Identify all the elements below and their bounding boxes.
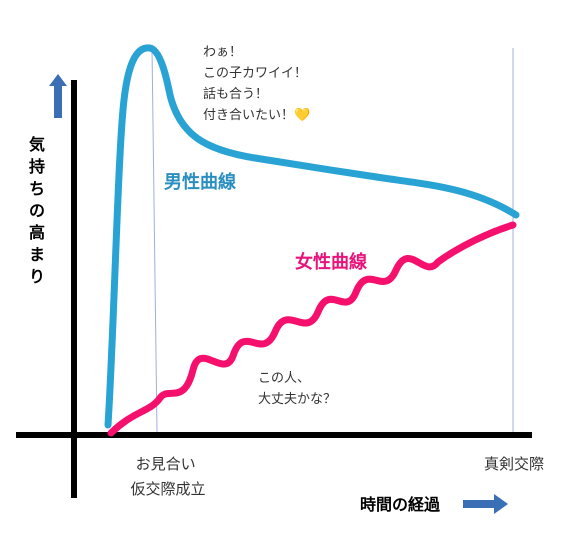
annotation-male-line4: 付き合いたい！💛 xyxy=(203,107,311,123)
y-axis-label-char: 持 xyxy=(29,157,45,176)
annotation-male: わぁ！ この子カワイイ！ 話も合う！ 付き合いたい！💛 xyxy=(203,45,311,123)
y-axis-arrow-icon xyxy=(49,74,67,118)
tick-label-start-line2: 仮交際成立 xyxy=(130,480,205,498)
tick-label-start: お見合い 仮交際成立 xyxy=(130,455,205,498)
annotation-female: この人、 大丈夫かな？ xyxy=(258,371,336,407)
y-axis-label-char: ま xyxy=(29,245,45,264)
guide-line-start xyxy=(151,47,158,433)
tick-label-start-line1: お見合い xyxy=(136,455,196,473)
annotation-male-line2: この子カワイイ！ xyxy=(203,66,307,81)
x-axis-label: 時間の経過 xyxy=(360,495,441,514)
y-axis-label-char: の xyxy=(29,201,45,220)
tick-label-end: 真剣交際 xyxy=(484,455,544,473)
annotation-female-line1: この人、 xyxy=(258,371,310,386)
y-axis-label: 気持ちの高まり xyxy=(29,135,45,286)
series-line-male xyxy=(104,44,520,429)
y-axis-label-char: り xyxy=(29,267,45,286)
annotation-male-line1: わぁ！ xyxy=(203,45,242,60)
series-label-male: 男性曲線 xyxy=(164,171,236,193)
y-axis-label-group: 気持ちの高まり xyxy=(29,135,45,286)
series-label-female: 女性曲線 xyxy=(295,251,367,273)
y-axis-label-char: 高 xyxy=(29,223,45,242)
x-axis-arrow-icon xyxy=(463,494,508,514)
annotation-female-line2: 大丈夫かな？ xyxy=(258,392,336,407)
y-axis-label-char: ち xyxy=(29,179,45,198)
series-line-female xyxy=(107,221,517,437)
y-axis-label-char: 気 xyxy=(29,135,45,154)
tick-label-end-line1: 真剣交際 xyxy=(484,455,544,473)
annotation-male-line3: 話も合う！ xyxy=(203,86,268,102)
